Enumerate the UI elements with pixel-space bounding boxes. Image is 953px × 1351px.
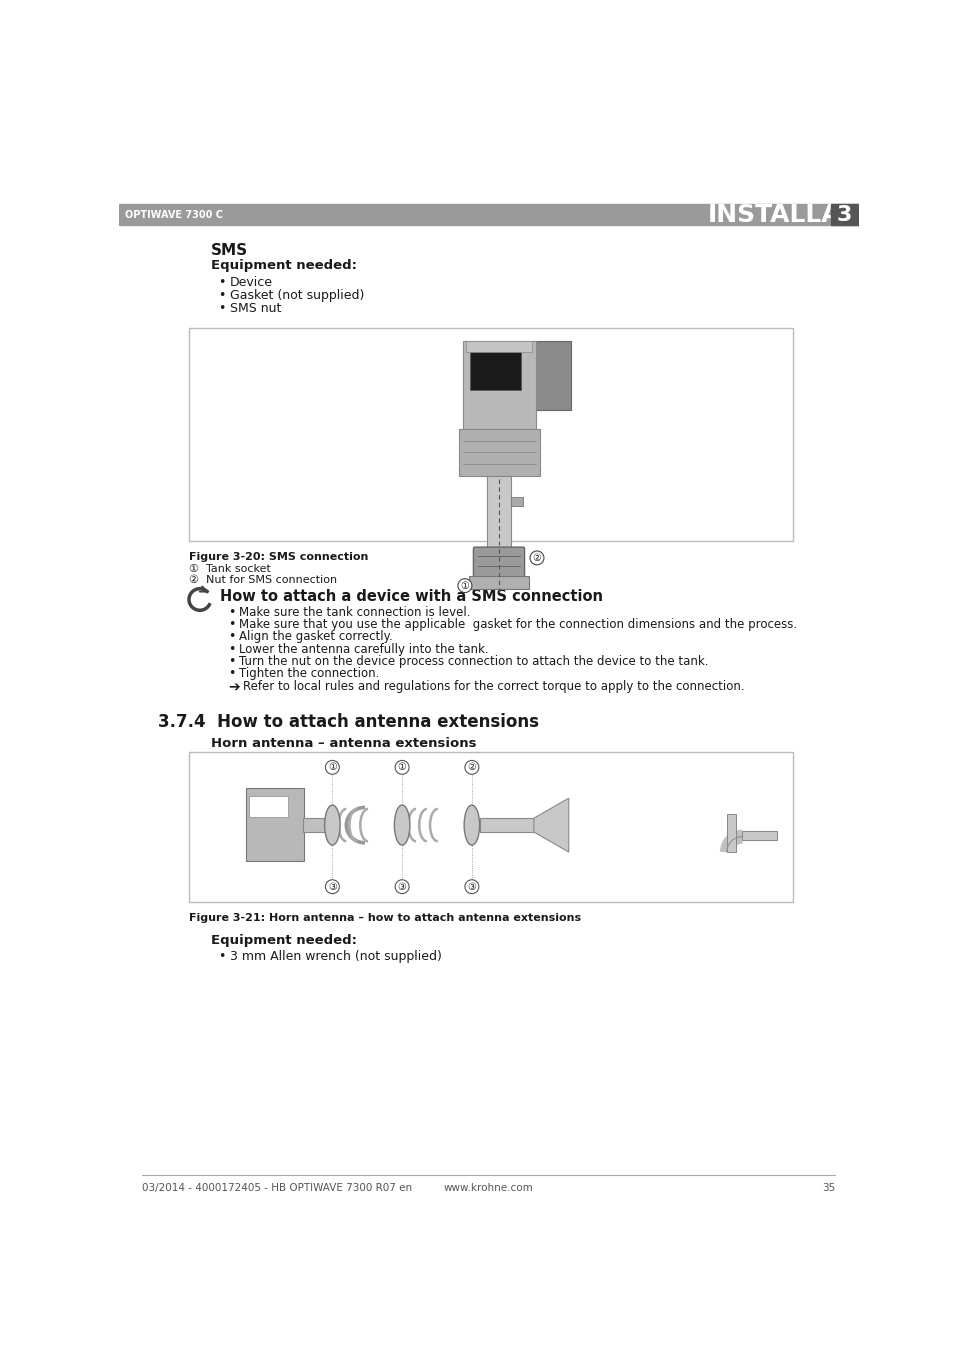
Text: ③: ③ xyxy=(467,882,476,892)
Bar xyxy=(303,819,326,832)
Bar xyxy=(487,476,510,549)
Bar xyxy=(726,813,736,852)
Bar xyxy=(462,340,536,430)
Text: •: • xyxy=(228,667,234,681)
Bar xyxy=(536,340,571,411)
Text: Equipment needed:: Equipment needed: xyxy=(211,935,356,947)
Text: SMS: SMS xyxy=(211,243,248,258)
Text: •: • xyxy=(228,655,234,667)
Circle shape xyxy=(395,761,409,774)
Text: Figure 3-20: SMS connection: Figure 3-20: SMS connection xyxy=(189,551,368,562)
Text: •: • xyxy=(218,276,226,289)
Text: Horn antenna – antenna extensions: Horn antenna – antenna extensions xyxy=(211,736,476,750)
Circle shape xyxy=(395,880,409,893)
Text: Make sure that you use the applicable  gasket for the connection dimensions and : Make sure that you use the applicable ga… xyxy=(238,617,796,631)
Text: www.krohne.com: www.krohne.com xyxy=(443,1183,534,1193)
Circle shape xyxy=(325,761,339,774)
Text: ①: ① xyxy=(397,762,406,773)
Text: 03/2014 - 4000172405 - HB OPTIWAVE 7300 R07 en: 03/2014 - 4000172405 - HB OPTIWAVE 7300 … xyxy=(142,1183,413,1193)
Text: Tighten the connection.: Tighten the connection. xyxy=(238,667,378,681)
Text: •: • xyxy=(228,643,234,655)
Bar xyxy=(468,576,529,589)
Ellipse shape xyxy=(324,805,340,846)
Text: Gasket (not supplied): Gasket (not supplied) xyxy=(230,289,364,303)
Circle shape xyxy=(530,551,543,565)
Bar xyxy=(249,796,288,817)
Text: Equipment needed:: Equipment needed: xyxy=(211,259,356,272)
Text: 35: 35 xyxy=(821,1183,835,1193)
Text: 3: 3 xyxy=(836,205,851,224)
Bar xyxy=(741,831,777,840)
Text: ③: ③ xyxy=(397,882,406,892)
Ellipse shape xyxy=(464,805,479,846)
Bar xyxy=(470,350,520,390)
Text: Figure 3-21: Horn antenna – how to attach antenna extensions: Figure 3-21: Horn antenna – how to attac… xyxy=(189,913,580,923)
Bar xyxy=(830,204,858,226)
Text: •: • xyxy=(218,950,226,963)
Text: 3.7.4  How to attach antenna extensions: 3.7.4 How to attach antenna extensions xyxy=(158,713,538,731)
Circle shape xyxy=(464,761,478,774)
Text: Turn the nut on the device process connection to attach the device to the tank.: Turn the nut on the device process conne… xyxy=(238,655,707,667)
Bar xyxy=(466,340,532,351)
Text: ①: ① xyxy=(460,581,469,590)
FancyBboxPatch shape xyxy=(473,547,524,577)
Text: ②  Nut for SMS connection: ② Nut for SMS connection xyxy=(189,574,336,585)
Text: Align the gasket correctly.: Align the gasket correctly. xyxy=(238,631,392,643)
Text: ③: ③ xyxy=(328,882,336,892)
Text: OPTIWAVE 7300 C: OPTIWAVE 7300 C xyxy=(125,209,223,220)
Circle shape xyxy=(325,880,339,893)
Text: SMS nut: SMS nut xyxy=(230,303,281,315)
Bar xyxy=(458,430,539,476)
Text: Refer to local rules and regulations for the correct torque to apply to the conn: Refer to local rules and regulations for… xyxy=(243,680,744,693)
Text: ②: ② xyxy=(467,762,476,773)
Text: •: • xyxy=(218,303,226,315)
Text: Make sure the tank connection is level.: Make sure the tank connection is level. xyxy=(238,605,470,619)
Bar xyxy=(189,753,793,902)
Text: 3 mm Allen wrench (not supplied): 3 mm Allen wrench (not supplied) xyxy=(230,950,441,963)
Circle shape xyxy=(457,578,472,593)
Text: How to attach a device with a SMS connection: How to attach a device with a SMS connec… xyxy=(220,589,602,604)
Text: •: • xyxy=(228,605,234,619)
Text: •: • xyxy=(228,617,234,631)
Bar xyxy=(510,497,522,507)
Text: ①: ① xyxy=(328,762,336,773)
Ellipse shape xyxy=(394,805,410,846)
Bar xyxy=(479,819,534,832)
Text: ➔: ➔ xyxy=(228,680,239,693)
Text: ②: ② xyxy=(532,553,540,563)
Text: INSTALLATION: INSTALLATION xyxy=(707,203,907,227)
Bar xyxy=(119,204,858,226)
Text: Lower the antenna carefully into the tank.: Lower the antenna carefully into the tan… xyxy=(238,643,488,655)
Circle shape xyxy=(464,880,478,893)
Text: •: • xyxy=(228,631,234,643)
Bar xyxy=(245,788,303,862)
Text: •: • xyxy=(218,289,226,303)
Polygon shape xyxy=(534,798,568,852)
Bar xyxy=(189,328,793,540)
Text: ①  Tank socket: ① Tank socket xyxy=(189,565,271,574)
Text: Device: Device xyxy=(230,276,273,289)
